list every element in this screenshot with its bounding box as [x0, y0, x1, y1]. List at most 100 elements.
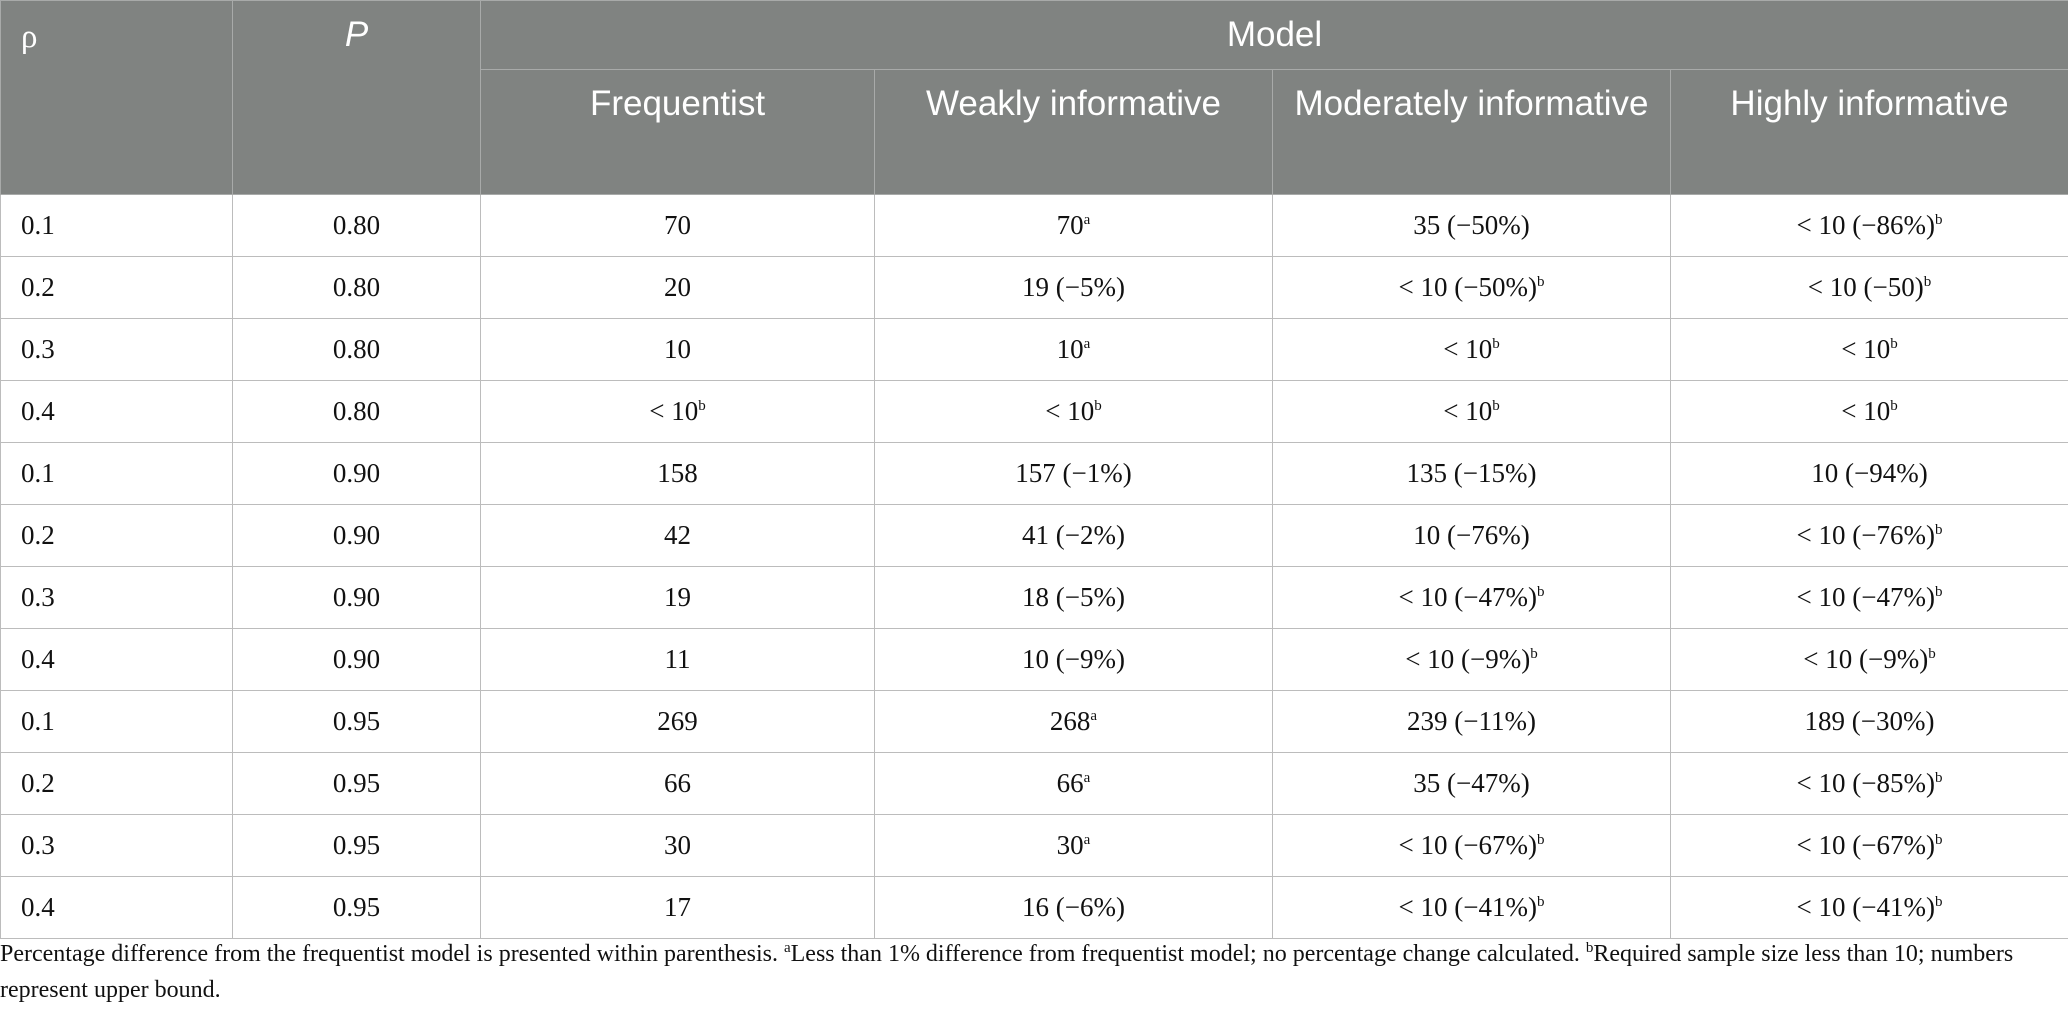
cell-moderately-informative: < 10 (−47%)b	[1272, 566, 1671, 629]
cell-p: 0.90	[232, 442, 481, 505]
cell-p: 0.80	[232, 194, 481, 257]
cell-rho: 0.2	[0, 256, 233, 319]
footnote-a-mark: a	[783, 940, 791, 956]
cell-p-value: 0.80	[332, 210, 381, 240]
footnote-marker: b	[1934, 832, 1943, 848]
table-row: 0.1 0.90 158 157 (−1%) 135 (−15%) 10 (−94%)	[0, 442, 2068, 505]
header-model: Model	[479, 0, 2068, 70]
cell-frequentist-value: 269	[657, 706, 698, 736]
footnote-marker: b	[1928, 646, 1936, 662]
cell-weakly-informative: 70a	[874, 194, 1273, 257]
cell-weakly-informative-value: < 10	[1045, 396, 1095, 426]
cell-rho-value: 0.4	[21, 892, 55, 922]
cell-highly-informative-value: < 10 (−50)	[1807, 272, 1924, 302]
cell-highly-informative: < 10 (−86%)b	[1669, 194, 2068, 257]
cell-p-value: 0.80	[332, 396, 381, 426]
cell-weakly-informative: 157 (−1%)	[874, 442, 1273, 505]
cell-frequentist: 70	[480, 194, 875, 257]
cell-frequentist-value: 158	[657, 458, 698, 488]
cell-highly-informative: < 10 (−41%)b	[1669, 876, 2068, 939]
cell-frequentist: 19	[480, 566, 875, 629]
cell-p-value: 0.95	[332, 892, 381, 922]
cell-moderately-informative-value: < 10	[1443, 334, 1493, 364]
cell-highly-informative: < 10 (−47%)b	[1669, 566, 2068, 629]
cell-p: 0.90	[232, 566, 481, 629]
cell-rho: 0.2	[0, 752, 233, 815]
cell-moderately-informative: < 10 (−67%)b	[1272, 814, 1671, 877]
cell-p: 0.95	[232, 690, 481, 753]
footnote-marker: a	[1083, 336, 1091, 352]
footnote-marker: b	[1934, 212, 1943, 228]
header-rho: ρ	[0, 0, 233, 195]
cell-frequentist-value: 11	[664, 644, 691, 674]
cell-highly-informative-value: < 10 (−47%)	[1796, 582, 1935, 612]
cell-frequentist: 11	[480, 628, 875, 691]
table-footnote: Percentage difference from the frequenti…	[0, 936, 2040, 1008]
table-row: 0.3 0.80 10 10a < 10b < 10b	[0, 318, 2068, 381]
cell-p: 0.95	[232, 814, 481, 877]
cell-p: 0.95	[232, 752, 481, 815]
cell-frequentist-value: 10	[664, 334, 691, 364]
cell-highly-informative-value: < 10 (−41%)	[1796, 892, 1935, 922]
cell-moderately-informative: < 10b	[1272, 380, 1671, 443]
cell-frequentist-value: 20	[664, 272, 691, 302]
footnote-marker: b	[1934, 522, 1943, 538]
cell-rho: 0.3	[0, 318, 233, 381]
cell-frequentist-value: 42	[664, 520, 691, 550]
footnote-marker: b	[1536, 894, 1545, 910]
cell-weakly-informative: 18 (−5%)	[874, 566, 1273, 629]
cell-rho-value: 0.1	[21, 458, 55, 488]
cell-highly-informative-value: < 10	[1841, 334, 1891, 364]
cell-moderately-informative-value: < 10 (−47%)	[1398, 582, 1537, 612]
table-body: 0.1 0.80 70 70a 35 (−50%) < 10 (−86%)b 0.2 0.80…	[0, 194, 2068, 939]
table-row: 0.4 0.95 17 16 (−6%) < 10 (−41%)b < 10 (−41%)…	[0, 876, 2068, 939]
cell-p: 0.95	[232, 876, 481, 939]
cell-p-value: 0.90	[332, 458, 381, 488]
cell-moderately-informative-value: < 10 (−50%)	[1398, 272, 1537, 302]
header-frequentist: Frequentist	[480, 69, 875, 195]
cell-p-value: 0.95	[332, 706, 381, 736]
footnote-marker: b	[1492, 398, 1500, 414]
cell-frequentist-value: 66	[664, 768, 691, 798]
footnote-marker: b	[1094, 398, 1102, 414]
header-weakly-informative: Weakly informative	[874, 69, 1273, 195]
cell-rho-value: 0.2	[21, 768, 55, 798]
cell-p-value: 0.80	[332, 272, 381, 302]
cell-moderately-informative-value: 10 (−76%)	[1413, 520, 1530, 550]
cell-rho: 0.3	[0, 814, 233, 877]
cell-moderately-informative-value: 239 (−11%)	[1407, 706, 1536, 736]
cell-highly-informative-value: < 10 (−86%)	[1796, 210, 1935, 240]
cell-rho-value: 0.3	[21, 582, 55, 612]
cell-moderately-informative-value: < 10 (−9%)	[1405, 644, 1531, 674]
table-row: 0.2 0.90 42 41 (−2%) 10 (−76%) < 10 (−76%)b	[0, 504, 2068, 567]
cell-p-value: 0.90	[332, 582, 381, 612]
footnote-marker: b	[1530, 646, 1538, 662]
footnote-marker: b	[1492, 336, 1500, 352]
cell-highly-informative: < 10 (−9%)b	[1669, 628, 2068, 691]
footnote-marker: b	[1536, 274, 1545, 290]
cell-moderately-informative-value: 35 (−47%)	[1413, 768, 1530, 798]
cell-p-value: 0.95	[332, 830, 381, 860]
cell-p-value: 0.90	[332, 644, 381, 674]
footnote-marker: a	[1083, 212, 1091, 228]
cell-frequentist: 42	[480, 504, 875, 567]
cell-rho-value: 0.3	[21, 334, 55, 364]
cell-p: 0.90	[232, 504, 481, 567]
table-row: 0.2 0.80 20 19 (−5%) < 10 (−50%)b < 10 (−50)b	[0, 256, 2068, 319]
cell-moderately-informative-value: < 10 (−41%)	[1398, 892, 1537, 922]
cell-highly-informative: < 10b	[1669, 318, 2068, 381]
cell-highly-informative-value: < 10 (−9%)	[1803, 644, 1929, 674]
cell-moderately-informative: < 10 (−9%)b	[1272, 628, 1671, 691]
cell-rho: 0.2	[0, 504, 233, 567]
footnote-marker: b	[1890, 336, 1898, 352]
cell-rho: 0.1	[0, 690, 233, 753]
footnote-b-mark: b	[1585, 940, 1594, 956]
footnote-marker: b	[1934, 894, 1943, 910]
footnote-intro: Percentage difference from the frequenti…	[0, 941, 784, 967]
cell-p: 0.80	[232, 380, 481, 443]
cell-p: 0.80	[232, 256, 481, 319]
cell-frequentist: 17	[480, 876, 875, 939]
cell-weakly-informative: 66a	[874, 752, 1273, 815]
footnote-marker: b	[1536, 584, 1545, 600]
cell-weakly-informative-value: 10 (−9%)	[1022, 644, 1125, 674]
